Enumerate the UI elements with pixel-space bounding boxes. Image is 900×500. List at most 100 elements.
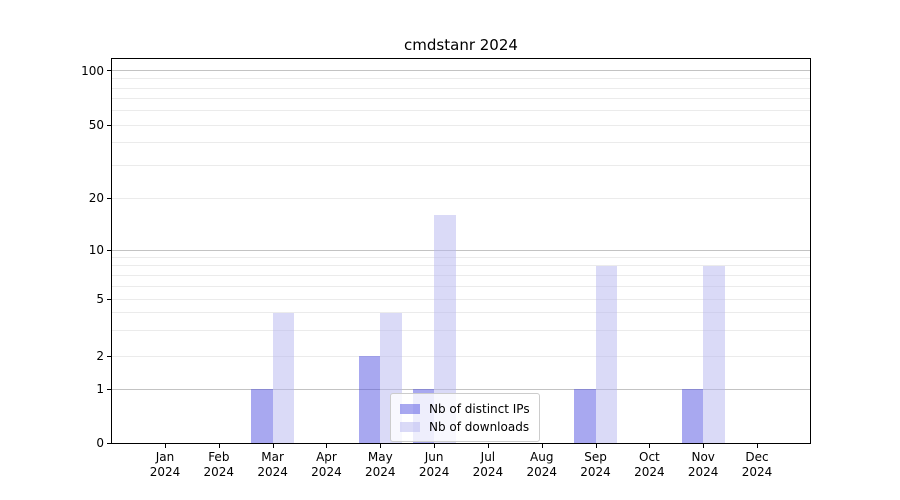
x-tick-year: 2024 <box>526 465 557 479</box>
x-tick-mark <box>272 444 274 448</box>
x-tick-year: 2024 <box>687 465 719 479</box>
x-tick-year: 2024 <box>364 465 396 479</box>
x-tick-label: Nov 2024 <box>671 450 735 480</box>
x-tick-month: Oct <box>639 450 660 464</box>
x-tick-mark <box>218 444 220 448</box>
x-tick-month: Jan <box>155 450 175 464</box>
y-tick-label: 10 <box>88 243 104 257</box>
x-tick-year: 2024 <box>580 465 611 479</box>
y-tick-mark <box>107 355 111 357</box>
y-tick-mark <box>107 197 111 199</box>
x-tick-mark <box>434 444 436 448</box>
bar-downloads <box>434 214 456 443</box>
gridline-major <box>112 70 810 72</box>
legend-swatch-downloads <box>400 421 420 432</box>
bar-distinct-ips <box>681 389 704 443</box>
bar-downloads <box>595 265 618 443</box>
x-tick-year: 2024 <box>418 465 450 479</box>
x-tick-mark <box>380 444 382 448</box>
x-tick-month: Nov <box>691 450 715 464</box>
legend-item-distinct-ips: Nb of distinct IPs <box>400 400 530 417</box>
gridline-minor <box>112 298 810 300</box>
y-tick-label: 2 <box>96 349 104 363</box>
bar-distinct-ips <box>251 389 273 443</box>
y-tick-mark <box>107 388 111 390</box>
gridline-minor <box>112 256 810 258</box>
gridline-minor <box>112 265 810 267</box>
gridline-major <box>112 388 810 390</box>
bar-downloads <box>703 265 725 443</box>
gridline-minor <box>112 197 810 199</box>
gridline-minor <box>112 110 810 112</box>
y-tick-mark <box>107 442 111 444</box>
y-tick-mark <box>107 249 111 251</box>
x-tick-mark <box>326 444 328 448</box>
x-tick-label: Jul 2024 <box>456 450 520 480</box>
gridline-minor <box>112 330 810 332</box>
x-tick-label: Mar 2024 <box>241 450 305 480</box>
gridline-minor <box>112 165 810 167</box>
x-tick-label: Sep 2024 <box>564 450 628 480</box>
x-tick-month: May <box>367 450 393 464</box>
x-tick-month: Sep <box>584 450 607 464</box>
x-tick-month: Feb <box>208 450 230 464</box>
x-tick-year: 2024 <box>149 465 181 479</box>
gridline-minor <box>112 87 810 89</box>
x-tick-mark <box>595 444 597 448</box>
x-tick-year: 2024 <box>634 465 665 479</box>
legend-label-downloads: Nb of downloads <box>429 419 530 434</box>
plot-area: Nb of distinct IPs Nb of downloads <box>111 58 811 444</box>
gridline-minor <box>112 142 810 144</box>
legend-swatch-distinct-ips <box>400 403 420 414</box>
x-tick-year: 2024 <box>472 465 504 479</box>
legend: Nb of distinct IPs Nb of downloads <box>390 393 540 442</box>
y-tick-mark <box>107 298 111 300</box>
x-tick-label: Jun 2024 <box>402 450 466 480</box>
x-tick-month: Apr <box>316 450 337 464</box>
x-tick-month: Dec <box>745 450 769 464</box>
legend-label-distinct-ips: Nb of distinct IPs <box>429 401 530 416</box>
gridline-minor <box>112 78 810 80</box>
x-tick-month: Jun <box>424 450 444 464</box>
x-tick-mark <box>541 444 543 448</box>
x-tick-label: May 2024 <box>348 450 412 480</box>
x-tick-label: Jan 2024 <box>133 450 197 480</box>
gridline-minor <box>112 274 810 276</box>
bar-downloads <box>272 312 295 443</box>
bar-distinct-ips <box>574 389 596 443</box>
gridline-major <box>112 249 810 251</box>
y-tick-mark <box>107 124 111 126</box>
y-tick-label: 50 <box>88 118 104 132</box>
x-tick-mark <box>165 444 166 448</box>
x-tick-mark <box>703 444 705 448</box>
x-tick-mark <box>757 444 759 448</box>
gridline-minor <box>112 124 810 126</box>
x-tick-year: 2024 <box>311 465 342 479</box>
gridline-minor <box>112 355 810 357</box>
x-tick-month: Jul <box>480 450 496 464</box>
y-tick-mark <box>107 70 111 72</box>
x-tick-year: 2024 <box>203 465 235 479</box>
x-tick-label: Aug 2024 <box>510 450 574 480</box>
x-tick-year: 2024 <box>257 465 288 479</box>
y-tick-label: 5 <box>96 292 104 306</box>
y-tick-label: 0 <box>96 436 104 450</box>
x-tick-label: Apr 2024 <box>294 450 358 480</box>
x-tick-year: 2024 <box>741 465 773 479</box>
x-tick-label: Dec 2024 <box>725 450 789 480</box>
x-tick-month: Mar <box>261 450 284 464</box>
gridline-minor <box>112 312 810 314</box>
x-tick-month: Aug <box>530 450 554 464</box>
x-tick-mark <box>649 444 651 448</box>
y-tick-label: 20 <box>88 191 104 205</box>
gridline-minor <box>112 285 810 287</box>
x-tick-label: Oct 2024 <box>617 450 681 480</box>
bar-distinct-ips <box>358 356 381 443</box>
legend-item-downloads: Nb of downloads <box>400 418 530 435</box>
y-tick-label: 100 <box>81 63 104 78</box>
x-tick-mark <box>487 444 489 448</box>
chart-title: cmdstanr 2024 <box>404 36 518 54</box>
y-tick-label: 1 <box>96 382 104 396</box>
x-tick-label: Feb 2024 <box>187 450 251 480</box>
